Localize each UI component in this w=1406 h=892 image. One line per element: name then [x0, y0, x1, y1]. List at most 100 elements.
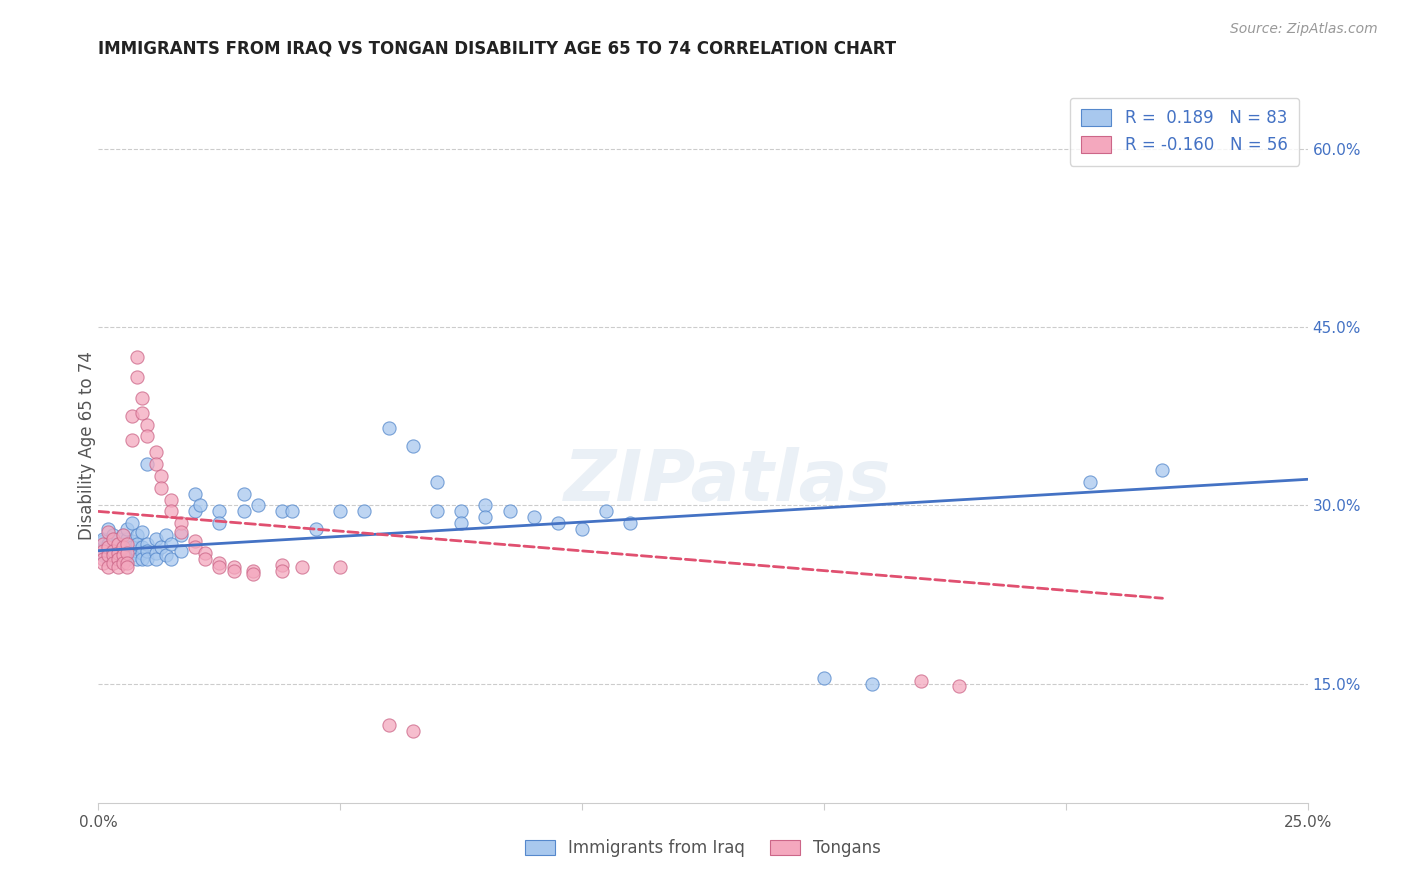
Point	[145, 457, 167, 471]
Point	[145, 546, 167, 560]
Point	[107, 536, 129, 550]
Point	[169, 543, 191, 558]
Point	[281, 504, 304, 518]
Point	[145, 445, 167, 459]
Point	[91, 556, 114, 570]
Point	[329, 504, 352, 518]
Point	[121, 540, 143, 554]
Point	[145, 552, 167, 566]
Legend: Immigrants from Iraq, Tongans: Immigrants from Iraq, Tongans	[516, 831, 890, 866]
Point	[353, 504, 375, 518]
Point	[160, 536, 183, 550]
Point	[97, 549, 120, 563]
Point	[97, 522, 120, 536]
Point	[107, 536, 129, 550]
Point	[242, 564, 264, 578]
Point	[813, 671, 835, 685]
Point	[101, 543, 124, 558]
Point	[97, 536, 120, 550]
Point	[208, 560, 231, 574]
Point	[97, 524, 120, 539]
Point	[121, 433, 143, 447]
Point	[222, 560, 245, 574]
Point	[111, 528, 134, 542]
Point	[242, 567, 264, 582]
Point	[127, 543, 149, 558]
Point	[127, 536, 149, 550]
Point	[111, 549, 134, 563]
Point	[117, 560, 139, 574]
Point	[184, 504, 207, 518]
Point	[101, 528, 124, 542]
Point	[121, 549, 143, 563]
Point	[194, 546, 217, 560]
Point	[97, 546, 120, 560]
Point	[107, 552, 129, 566]
Point	[107, 546, 129, 560]
Point	[91, 536, 114, 550]
Point	[160, 504, 183, 518]
Point	[135, 536, 157, 550]
Point	[169, 516, 191, 531]
Point	[150, 540, 173, 554]
Point	[474, 499, 496, 513]
Point	[91, 543, 114, 558]
Point	[131, 392, 153, 406]
Point	[127, 552, 149, 566]
Point	[111, 556, 134, 570]
Point	[208, 516, 231, 531]
Point	[155, 549, 177, 563]
Point	[208, 504, 231, 518]
Point	[117, 556, 139, 570]
Point	[111, 536, 134, 550]
Point	[135, 429, 157, 443]
Y-axis label: Disability Age 65 to 74: Disability Age 65 to 74	[79, 351, 96, 541]
Point	[595, 504, 617, 518]
Point	[131, 524, 153, 539]
Point	[91, 540, 114, 554]
Point	[117, 536, 139, 550]
Point	[305, 522, 328, 536]
Point	[101, 534, 124, 549]
Point	[910, 674, 932, 689]
Point	[107, 546, 129, 560]
Point	[121, 534, 143, 549]
Point	[107, 560, 129, 574]
Point	[97, 552, 120, 566]
Point	[450, 516, 472, 531]
Point	[426, 475, 449, 489]
Point	[271, 558, 294, 572]
Point	[232, 504, 254, 518]
Point	[135, 543, 157, 558]
Point	[426, 504, 449, 518]
Text: IMMIGRANTS FROM IRAQ VS TONGAN DISABILITY AGE 65 TO 74 CORRELATION CHART: IMMIGRANTS FROM IRAQ VS TONGAN DISABILIT…	[98, 40, 897, 58]
Point	[111, 528, 134, 542]
Point	[150, 481, 173, 495]
Point	[131, 406, 153, 420]
Point	[547, 516, 569, 531]
Point	[160, 552, 183, 566]
Point	[111, 540, 134, 554]
Point	[107, 532, 129, 546]
Point	[184, 486, 207, 500]
Point	[402, 724, 425, 739]
Point	[948, 679, 970, 693]
Point	[91, 549, 114, 563]
Point	[155, 528, 177, 542]
Point	[127, 370, 149, 384]
Point	[169, 528, 191, 542]
Point	[188, 499, 211, 513]
Point	[208, 556, 231, 570]
Point	[117, 552, 139, 566]
Point	[111, 543, 134, 558]
Point	[184, 534, 207, 549]
Point	[97, 560, 120, 574]
Point	[101, 543, 124, 558]
Point	[194, 552, 217, 566]
Point	[290, 560, 312, 574]
Point	[135, 552, 157, 566]
Point	[1152, 463, 1174, 477]
Point	[101, 549, 124, 563]
Text: ZIPatlas: ZIPatlas	[564, 447, 891, 516]
Point	[377, 421, 399, 435]
